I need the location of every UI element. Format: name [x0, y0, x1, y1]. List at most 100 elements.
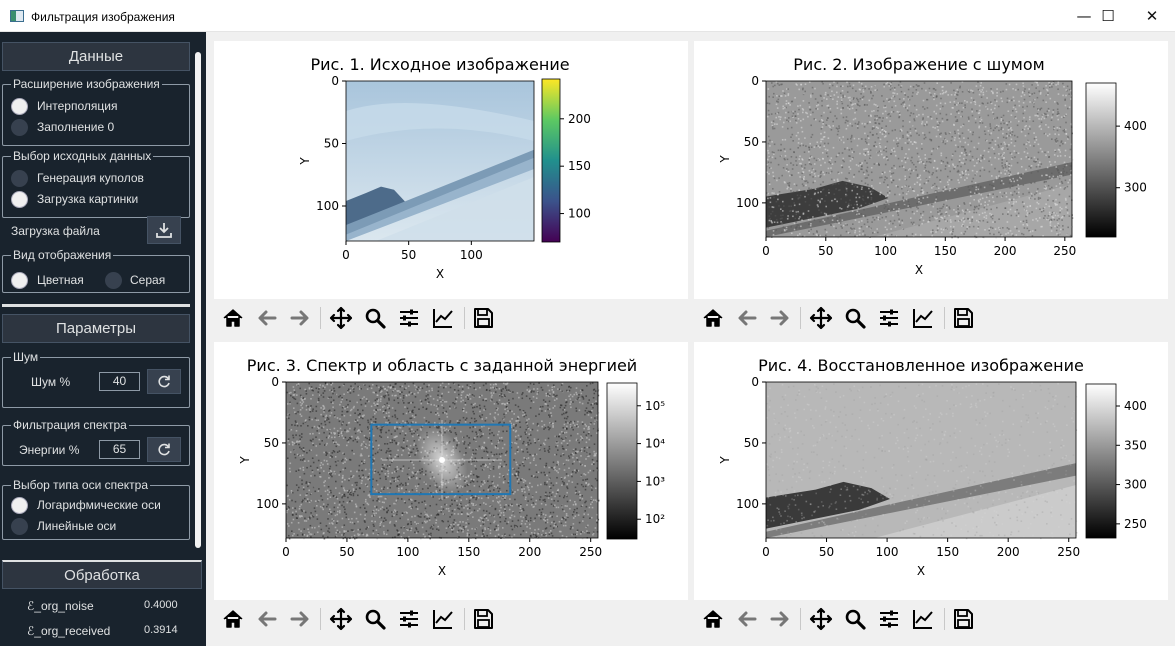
pan-button[interactable]: [809, 607, 833, 631]
back-arrow-button[interactable]: [255, 306, 279, 330]
configure-subplots-button[interactable]: [877, 607, 901, 631]
radio-indicator[interactable]: [11, 118, 28, 136]
forward-arrow-button[interactable]: [288, 306, 312, 330]
x-tick-label: 0: [762, 545, 770, 559]
radio-indicator[interactable]: [11, 97, 28, 115]
edit-axis-icon: [913, 610, 933, 629]
configure-subplots-icon: [880, 610, 898, 628]
edit-axis-button[interactable]: [911, 607, 935, 631]
y-tick-label: 0: [751, 74, 759, 88]
forward-arrow-button[interactable]: [288, 607, 312, 631]
radio-linear-axes[interactable]: Линейные оси: [11, 517, 116, 535]
x-tick-label: 100: [460, 248, 483, 262]
toolbar-separator: [464, 608, 465, 630]
plot-noisy[interactable]: Рис. 2. Изображение с шумом 0 50 100 150 200 2…: [694, 41, 1168, 299]
x-tick-label: 250: [1057, 545, 1080, 559]
file-load-button[interactable]: [147, 216, 181, 244]
noise-percent-input[interactable]: 40: [99, 372, 140, 391]
figure-spectrum[interactable]: Рис. 3. Спектр и область с заданной энер…: [214, 342, 688, 600]
energy-refresh-button[interactable]: [147, 437, 181, 462]
noise-group: Шум Шум % 40: [2, 350, 190, 408]
plot-spectrum[interactable]: Рис. 3. Спектр и область с заданной энер…: [214, 342, 688, 600]
zoom-button[interactable]: [363, 607, 387, 631]
back-arrow-icon: [258, 611, 277, 627]
y-axis-label: Y: [718, 456, 732, 465]
figure-noisy[interactable]: Рис. 2. Изображение с шумом 0 50 100 150 200 2…: [694, 41, 1168, 299]
colorbar-tick-label: 10⁵: [645, 399, 665, 413]
x-axis-label: X: [438, 564, 446, 578]
configure-subplots-button[interactable]: [397, 306, 421, 330]
chart-image: [286, 382, 600, 540]
radio-interpolation[interactable]: Интерполяция: [11, 97, 117, 115]
noise-refresh-button[interactable]: [147, 369, 181, 394]
radio-label: Загрузка картинки: [37, 192, 139, 206]
forward-arrow-button[interactable]: [768, 306, 792, 330]
pan-button[interactable]: [329, 306, 353, 330]
radio-indicator[interactable]: [11, 190, 28, 208]
edit-axis-button[interactable]: [911, 306, 935, 330]
radio-log-axes[interactable]: Логарифмические оси: [11, 496, 161, 514]
zoom-button[interactable]: [843, 306, 867, 330]
chart-image: [766, 382, 1078, 540]
radio-indicator[interactable]: [11, 169, 28, 187]
noise-label: Шум %: [31, 375, 71, 389]
pan-button[interactable]: [809, 306, 833, 330]
save-button[interactable]: [471, 306, 495, 330]
control-panel: Данные Расширение изображения Интерполяц…: [0, 32, 206, 646]
home-button[interactable]: [701, 607, 725, 631]
save-button[interactable]: [951, 306, 975, 330]
spectrum-filter-group: Фильтрация спектра Энергии % 65: [2, 418, 190, 466]
radio-generate-domes[interactable]: Генерация куполов: [11, 169, 144, 187]
axes-frame: [765, 80, 1073, 238]
home-button[interactable]: [221, 306, 245, 330]
app-icon: [10, 10, 24, 22]
plot-original[interactable]: Рис. 1. Исходное изображение 0 50 100 0 50 100…: [214, 41, 688, 299]
x-tick-label: 0: [762, 244, 770, 258]
maximize-button[interactable]: ☐: [1101, 7, 1115, 25]
back-arrow-button[interactable]: [735, 306, 759, 330]
radio-load-picture[interactable]: Загрузка картинки: [11, 190, 138, 208]
pan-icon: [329, 607, 353, 631]
radio-indicator[interactable]: [105, 271, 122, 289]
edit-axis-button[interactable]: [431, 306, 455, 330]
energy-box: [370, 423, 512, 496]
scrollbar-thumb[interactable]: [195, 52, 201, 548]
toolbar-separator: [800, 307, 801, 329]
edit-axis-button[interactable]: [431, 607, 455, 631]
chart-title: Рис. 2. Изображение с шумом: [793, 55, 1044, 74]
y-tick-label: 0: [331, 74, 339, 88]
zoom-button[interactable]: [363, 306, 387, 330]
metric-org-noise-value: 0.4000: [144, 599, 178, 611]
y-tick-label: 0: [271, 375, 279, 389]
back-arrow-button[interactable]: [255, 607, 279, 631]
pan-button[interactable]: [329, 607, 353, 631]
save-button[interactable]: [951, 607, 975, 631]
y-tick-label: 50: [324, 137, 339, 151]
save-button[interactable]: [471, 607, 495, 631]
radio-gray[interactable]: Серая: [105, 271, 165, 289]
radio-color[interactable]: Цветная: [11, 271, 84, 289]
radio-indicator[interactable]: [11, 271, 28, 289]
radio-label: Цветная: [37, 273, 84, 287]
x-tick-label: 100: [876, 545, 899, 559]
zoom-button[interactable]: [843, 607, 867, 631]
radio-indicator[interactable]: [11, 496, 28, 514]
plot-restored[interactable]: Рис. 4. Восстановленное изображение 0 50 10…: [694, 342, 1168, 600]
configure-subplots-button[interactable]: [877, 306, 901, 330]
home-button[interactable]: [221, 607, 245, 631]
radio-zero-fill[interactable]: Заполнение 0: [11, 118, 114, 136]
energy-percent-input[interactable]: 65: [99, 440, 140, 459]
radio-indicator[interactable]: [11, 517, 28, 535]
x-tick-label: 50: [818, 244, 833, 258]
configure-subplots-button[interactable]: [397, 607, 421, 631]
zoom-icon: [845, 308, 866, 329]
back-arrow-button[interactable]: [735, 607, 759, 631]
close-button[interactable]: ✕: [1145, 7, 1159, 25]
forward-arrow-button[interactable]: [768, 607, 792, 631]
home-button[interactable]: [701, 306, 725, 330]
minimize-button[interactable]: —: [1076, 7, 1092, 25]
chart-title: Рис. 3. Спектр и область с заданной энер…: [247, 356, 637, 375]
save-icon: [474, 308, 493, 328]
